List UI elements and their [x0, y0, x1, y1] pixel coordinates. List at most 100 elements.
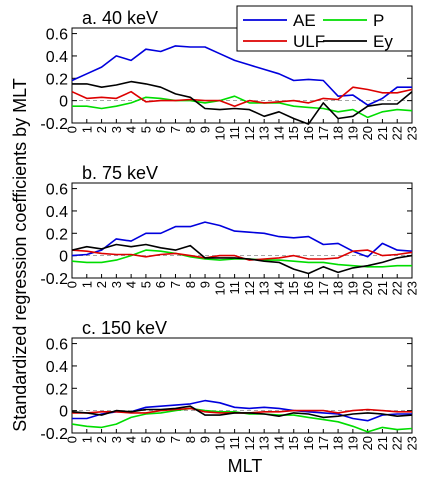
panel-a-series-ey: [72, 80, 413, 125]
panel-c-ytick-label: 0.6: [46, 337, 68, 354]
panel-b-xtick-label: 15: [286, 281, 301, 295]
panel-b-xtick-label: 10: [212, 281, 227, 295]
panel-b-xtick-label: 7: [168, 281, 183, 288]
panel-a-ytick-label: -0.2: [40, 116, 68, 133]
panel-b-xtick-label: 0: [65, 281, 80, 288]
legend-label-ey: Ey: [373, 32, 393, 51]
panel-b-xtick-label: 21: [375, 281, 390, 295]
panel-c-xtick-label: 2: [94, 436, 109, 443]
panel-a-xtick-label: 1: [79, 126, 94, 133]
panel-c-xtick-label: 17: [316, 436, 331, 450]
panel-b-series-ey: [71, 243, 413, 275]
panel-b-ytick-label: 0.6: [46, 182, 68, 199]
legend-label-p: P: [373, 11, 384, 30]
panel-b-xtick-label: 16: [301, 281, 316, 295]
panel-a-series-p: [72, 95, 413, 119]
panel-a-xtick-label: 19: [345, 126, 360, 140]
panel-a-xtick-label: 18: [331, 126, 346, 140]
panel-b-xtick-label: 8: [183, 281, 198, 288]
panel-c-frame: [71, 337, 413, 434]
panel-b-series-ae: [71, 221, 413, 258]
panel-c-xtick-label: 6: [153, 436, 168, 443]
panel-b-xtick-label: 19: [345, 281, 360, 295]
panel-b-xtick-label: 18: [331, 281, 346, 295]
panel-c-xtick-label: 7: [168, 436, 183, 443]
panel-a-xtick-label: 13: [257, 126, 272, 140]
panel-c-xtick-label: 15: [286, 436, 301, 450]
panel-b-xtick-label: 1: [79, 281, 94, 288]
panel-a-xtick-label: 21: [375, 126, 390, 140]
panel-a-xtick-label: 2: [94, 126, 109, 133]
panel-a-xtick-label: 16: [301, 126, 316, 140]
panel-a-xtick-label: 22: [390, 126, 405, 140]
panel-b-xtick-label: 14: [271, 281, 286, 295]
panel-a-xtick-label: 5: [138, 126, 153, 133]
panel-c-xtick-label: 5: [138, 436, 153, 443]
panel-c-xtick-label: 9: [198, 436, 213, 443]
panel-b-xtick-label: 17: [316, 281, 331, 295]
panel-a-xtick-label: 17: [316, 126, 331, 140]
panel-a-ytick-label: 0.4: [46, 49, 68, 66]
panel-b-xtick-label: 11: [227, 281, 242, 295]
panel-c-ytick-label: 0.2: [46, 381, 68, 398]
panel-b-xtick-label: 12: [242, 281, 257, 295]
panel-a-xtick-label: 11: [227, 126, 242, 140]
panel-c-ytick-label: 0.4: [46, 359, 68, 376]
x-axis-label: MLT: [228, 456, 263, 476]
panel-a-xtick-label: 20: [360, 126, 375, 140]
panel-a-ytick-label: 0.2: [46, 71, 68, 88]
panel-b-frame: [71, 182, 413, 279]
panel-b-xtick-label: 22: [390, 281, 405, 295]
panel-a-xtick-label: 10: [212, 126, 227, 140]
panel-a-xtick-label: 7: [168, 126, 183, 133]
panel-a-xtick-label: 15: [286, 126, 301, 140]
panel-c-xtick-label: 11: [227, 436, 242, 450]
panel-a-xtick-label: 0: [65, 126, 80, 133]
panel-a: -0.200.20.40.60 1 2 3 4 5 6 7 8 9 10 11 12 13 14 15 16 17…: [40, 8, 419, 140]
panel-a-xtick-label: 14: [271, 126, 286, 140]
panel-c-xtick-label: 3: [109, 436, 124, 443]
panel-a-xtick-label: 23: [405, 126, 420, 140]
panel-a-xtick-label: 3: [109, 126, 124, 133]
panel-c-xtick-label: 21: [375, 436, 390, 450]
panel-a-xtick-label: 9: [198, 126, 213, 133]
panel-c-xtick-label: 18: [331, 436, 346, 450]
panel-c-xtick-label: 10: [212, 436, 227, 450]
legend-label-ulf: ULF: [293, 32, 325, 51]
panel-a-ytick-label: 0.6: [46, 27, 68, 44]
panel-c-series-ey: [71, 405, 413, 419]
panel-b-ytick-label: 0.4: [46, 204, 68, 221]
panel-b-xtick-label: 3: [109, 281, 124, 288]
panel-c-xtick-label: 19: [345, 436, 360, 450]
panel-b-xtick-label: 6: [153, 281, 168, 288]
panel-b-xtick-label: 23: [405, 281, 420, 295]
panel-c-xtick-label: 20: [360, 436, 375, 450]
panel-a-series-ae: [71, 45, 412, 106]
panel-b: -0.200.20.40.60 1 2 3 4 5 6 7 8 9 10 11 12 13 14 15 16 17…: [40, 163, 419, 295]
panel-a-xtick-label: 4: [124, 126, 139, 133]
panel-c: -0.200.20.40.60 1 2 3 4 5 6 7 8 9 10 11 12 13 14 15 16 17…: [40, 318, 419, 450]
y-axis-label: Standardized regression coefficients by …: [10, 78, 30, 432]
panel-c-xtick-label: 22: [390, 436, 405, 450]
panel-c-xtick-label: 12: [242, 436, 257, 450]
panel-b-xtick-label: 2: [94, 281, 109, 288]
legend-box: [236, 5, 413, 52]
panel-c-xtick-label: 23: [405, 436, 420, 450]
panels: -0.200.20.40.60 1 2 3 4 5 6 7 8 9 10 11 12 13 14 15 16 17…: [40, 8, 419, 450]
panel-a-xtick-label: 8: [183, 126, 198, 133]
panel-b-xtick-label: 13: [257, 281, 272, 295]
legend-label-ae: AE: [293, 11, 316, 30]
panel-b-xtick-label: 9: [198, 281, 213, 288]
panel-a-xtick-label: 6: [153, 126, 168, 133]
panel-b-title: b. 75 keV: [82, 163, 158, 183]
panel-b-ytick-label: 0.2: [46, 226, 68, 243]
panel-a-xtick-label: 12: [242, 126, 257, 140]
panel-c-xtick-label: 16: [301, 436, 316, 450]
panel-c-xtick-label: 1: [79, 436, 94, 443]
panel-a-ytick-label: 0: [59, 94, 68, 111]
panel-a-series-ulf: [71, 86, 413, 107]
panel-c-xtick-label: 0: [65, 436, 80, 443]
panel-b-xtick-label: 4: [124, 281, 139, 288]
panel-c-title: c. 150 keV: [82, 318, 167, 338]
